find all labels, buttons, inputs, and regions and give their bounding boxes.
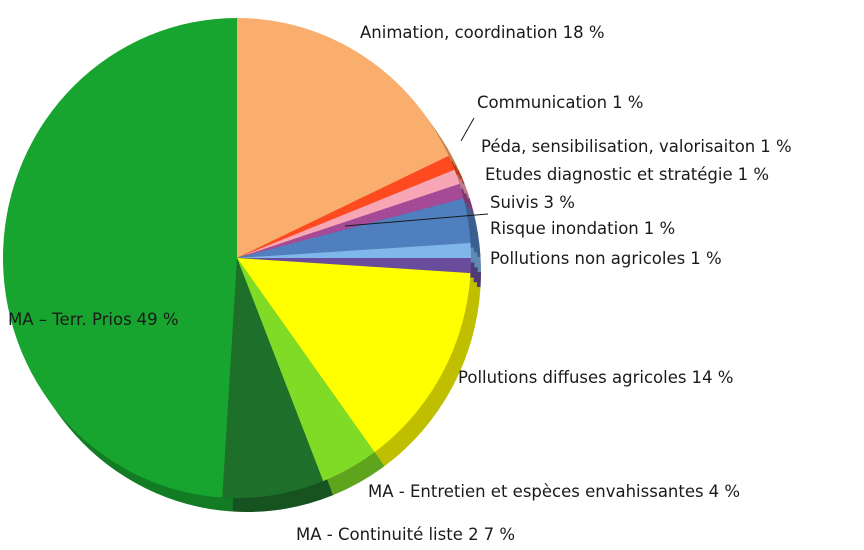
slice-label: MA - Entretien et espèces envahissantes 4… xyxy=(368,482,740,501)
category-label: Animation, coordination xyxy=(360,23,558,42)
category-label: MA - Entretien et espèces envahissantes xyxy=(368,482,704,501)
pie xyxy=(2,18,471,499)
slice xyxy=(237,169,460,258)
slice-label: MA – Terr. Prios 49 % xyxy=(8,310,179,329)
category-label: Pollutions diffuses agricoles xyxy=(458,368,686,387)
category-label: Communication xyxy=(477,93,607,112)
value-label: 1 % xyxy=(760,137,791,156)
category-label: Risque inondation xyxy=(490,219,639,238)
labels: Animation, coordination 18 % Communication… xyxy=(8,23,792,544)
value-label: 1 % xyxy=(738,165,769,184)
slice xyxy=(237,183,464,258)
leader-line xyxy=(344,213,489,227)
slice xyxy=(237,258,471,453)
slice-label: Etudes diagnostic et stratégie 1 % xyxy=(485,165,769,184)
value-label: 4 % xyxy=(709,482,740,501)
value-label: 3 % xyxy=(543,193,574,212)
slice xyxy=(237,242,471,258)
slice-label: MA - Continuité liste 2 7 % xyxy=(296,525,515,544)
value-label: 49 % xyxy=(137,310,179,329)
value-label: 1 % xyxy=(612,93,643,112)
category-label: Pollutions non agricoles xyxy=(490,249,685,268)
category-label: Suivis xyxy=(490,193,538,212)
slice xyxy=(237,18,449,258)
slice xyxy=(237,258,471,274)
category-label: Etudes diagnostic et stratégie xyxy=(485,165,733,184)
category-label: MA - Continuité liste 2 xyxy=(296,525,479,544)
slice-label: Communication 1 % xyxy=(477,93,643,112)
slice xyxy=(222,258,324,499)
value-label: 18 % xyxy=(563,23,605,42)
value-label: 1 % xyxy=(644,219,675,238)
value-label: 1 % xyxy=(690,249,721,268)
slice-label: Suivis 3 % xyxy=(490,193,575,212)
slice-label: Pollutions diffuses agricoles 14 % xyxy=(458,368,733,387)
leader-line xyxy=(460,117,475,142)
value-label: 7 % xyxy=(484,525,515,544)
slice-label: Péda, sensibilisation, valorisaiton 1 % xyxy=(481,137,792,156)
slice xyxy=(237,198,471,258)
slice xyxy=(237,258,375,482)
category-label: Péda, sensibilisation, valorisaiton xyxy=(481,137,755,156)
category-label: MA – Terr. Prios xyxy=(8,310,132,329)
slice-label: Animation, coordination 18 % xyxy=(360,23,605,42)
slice-label: Pollutions non agricoles 1 % xyxy=(490,249,722,268)
value-label: 14 % xyxy=(691,368,733,387)
slice xyxy=(237,155,455,258)
slice-label: Risque inondation 1 % xyxy=(490,219,675,238)
slice xyxy=(2,18,238,498)
